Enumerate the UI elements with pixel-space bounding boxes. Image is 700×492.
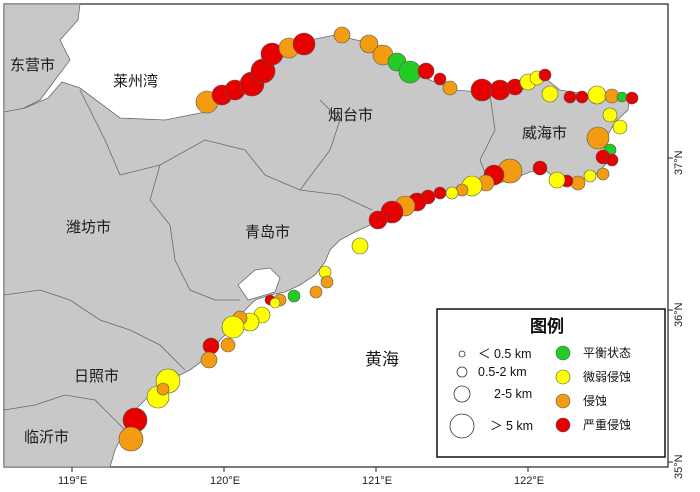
legend-color-label: 侵蚀 [583,393,607,408]
label-qingdao: 青岛市 [245,223,290,241]
legend-size-label: ＜ 0.5 km [478,347,532,361]
lon-axis: 119°E 120°E 121°E 122°E [58,467,544,487]
erosion-marker [368,210,388,230]
lon-tick-label: 121°E [362,475,392,487]
legend-color-severe [555,417,571,433]
erosion-marker [433,72,447,86]
jiaozhou-bay [237,267,281,301]
legend-size-marker [458,350,466,358]
legend-color-erosion [555,393,571,409]
lon-tick-label: 122°E [514,475,544,487]
erosion-marker [596,167,610,181]
legend-color-weak [555,369,571,385]
legend-size-marker [456,366,468,378]
label-weihai: 威海市 [522,124,567,142]
legend-size-marker [449,413,475,439]
legend-color-balanced [555,345,571,361]
erosion-marker [287,289,301,303]
erosion-marker [359,34,379,54]
erosion-marker [221,315,245,339]
erosion-marker [202,337,220,355]
legend-color-label: 严重侵蚀 [583,417,631,432]
erosion-marker [292,32,316,56]
legend-color-label: 微弱侵蚀 [583,369,631,384]
erosion-marker [351,237,369,255]
legend-size-label: 2-5 km [494,387,532,401]
label-dongying: 东营市 [10,56,55,74]
erosion-markers [118,26,639,452]
erosion-marker [269,297,281,309]
erosion-marker [398,60,422,84]
erosion-marker [563,90,577,104]
erosion-marker [417,62,435,80]
legend-size-label: ＞ 5 km [490,419,533,433]
erosion-marker [586,126,610,150]
legend-box [436,308,666,458]
lon-tick-label: 120°E [210,475,240,487]
erosion-marker [433,186,447,200]
lat-tick-label: 37°N [673,150,685,175]
erosion-marker [220,337,236,353]
erosion-marker [548,171,566,189]
label-laizhou-bay: 莱州湾 [113,72,158,90]
erosion-marker [489,79,511,101]
legend-size-label: 0.5-2 km [478,365,527,379]
lon-tick-label: 119°E [58,475,87,487]
lat-tick-label: 36°N [673,302,685,327]
legend-color-label: 平衡状态 [583,346,631,360]
erosion-marker [532,160,548,176]
lat-tick-label: 35°N [673,454,685,479]
erosion-marker [118,426,144,452]
label-yantai: 烟台市 [328,106,373,124]
legend: 图例 ＜ 0.5 km 0.5-2 km 2-5 km ＞ 5 km 平衡状态 … [436,308,666,458]
label-yellow-sea: 黄海 [365,350,399,370]
label-rizhao: 日照市 [74,367,119,385]
erosion-marker [602,107,618,123]
erosion-marker [541,85,559,103]
erosion-marker [442,80,458,96]
label-linyi: 临沂市 [24,428,69,446]
erosion-marker [320,275,334,289]
erosion-marker [616,91,628,103]
erosion-marker [612,119,628,135]
erosion-marker [200,351,218,369]
label-weifang: 潍坊市 [66,218,111,236]
erosion-marker [575,90,589,104]
erosion-marker [605,153,619,167]
legend-title: 图例 [530,316,564,337]
lat-axis: 37°N 36°N 35°N [668,150,685,479]
erosion-marker [156,382,170,396]
erosion-marker [445,186,459,200]
erosion-marker [309,285,323,299]
erosion-marker [570,175,586,191]
erosion-marker [583,169,597,183]
erosion-marker [625,91,639,105]
legend-size-marker [453,385,471,403]
erosion-marker [538,68,552,82]
erosion-marker [587,85,607,105]
erosion-marker [333,26,351,44]
